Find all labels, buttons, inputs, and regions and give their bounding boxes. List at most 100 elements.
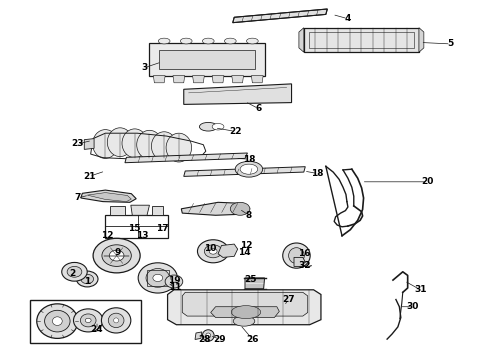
Text: 9: 9: [114, 248, 121, 257]
Ellipse shape: [146, 269, 170, 287]
Text: 20: 20: [421, 177, 434, 186]
Polygon shape: [299, 28, 304, 52]
Ellipse shape: [235, 161, 263, 177]
Polygon shape: [193, 76, 204, 83]
Ellipse shape: [283, 243, 310, 268]
Ellipse shape: [202, 330, 214, 341]
Text: 7: 7: [74, 194, 81, 202]
Polygon shape: [173, 76, 185, 83]
Text: 23: 23: [71, 139, 84, 148]
Text: 19: 19: [168, 276, 180, 284]
Polygon shape: [419, 28, 424, 52]
Ellipse shape: [109, 250, 124, 261]
Polygon shape: [245, 278, 265, 289]
Polygon shape: [153, 76, 165, 83]
Ellipse shape: [114, 318, 119, 323]
Polygon shape: [168, 290, 321, 325]
Ellipse shape: [151, 132, 177, 161]
Text: 31: 31: [414, 285, 427, 294]
Bar: [149, 43, 265, 76]
Bar: [30, 300, 141, 343]
Text: 8: 8: [246, 211, 252, 220]
Ellipse shape: [74, 309, 103, 332]
Ellipse shape: [246, 38, 258, 44]
Text: 12: 12: [100, 231, 113, 240]
Ellipse shape: [85, 318, 91, 323]
Ellipse shape: [93, 238, 140, 273]
Ellipse shape: [153, 274, 163, 282]
Polygon shape: [232, 76, 244, 83]
Ellipse shape: [93, 130, 118, 158]
Ellipse shape: [101, 308, 131, 333]
Text: 2: 2: [70, 269, 75, 278]
Bar: [105, 215, 168, 238]
Text: 26: 26: [246, 335, 259, 343]
Bar: [304, 28, 419, 52]
Ellipse shape: [122, 129, 147, 158]
Text: 17: 17: [156, 224, 169, 233]
Text: 29: 29: [213, 335, 226, 343]
Ellipse shape: [52, 317, 62, 325]
Polygon shape: [182, 292, 308, 316]
Ellipse shape: [138, 263, 177, 293]
Ellipse shape: [45, 310, 70, 332]
Polygon shape: [110, 206, 125, 215]
Polygon shape: [212, 76, 224, 83]
Ellipse shape: [76, 271, 98, 287]
Bar: [147, 270, 169, 286]
Text: 4: 4: [344, 14, 351, 23]
Polygon shape: [233, 9, 327, 23]
Text: 22: 22: [229, 127, 242, 136]
Ellipse shape: [102, 245, 131, 266]
Text: 25: 25: [245, 274, 257, 284]
Ellipse shape: [209, 248, 217, 254]
Polygon shape: [211, 307, 279, 318]
Ellipse shape: [231, 306, 261, 319]
Text: 27: 27: [282, 295, 294, 304]
Text: 15: 15: [128, 224, 141, 233]
Text: 1: 1: [84, 277, 90, 286]
Text: 24: 24: [91, 325, 103, 334]
Ellipse shape: [137, 130, 162, 159]
Ellipse shape: [37, 304, 78, 338]
Bar: [304, 28, 419, 52]
Bar: [159, 50, 255, 69]
Text: 6: 6: [256, 104, 262, 113]
Text: 13: 13: [136, 231, 148, 240]
Ellipse shape: [289, 248, 304, 264]
Ellipse shape: [67, 266, 82, 277]
Ellipse shape: [166, 133, 192, 162]
Text: 32: 32: [298, 261, 311, 270]
Ellipse shape: [233, 316, 255, 326]
Ellipse shape: [81, 274, 94, 284]
Text: 16: 16: [298, 249, 311, 258]
Polygon shape: [195, 332, 202, 339]
Text: 12: 12: [240, 241, 252, 250]
Ellipse shape: [204, 245, 222, 258]
Ellipse shape: [240, 164, 258, 174]
Text: 18: 18: [243, 154, 255, 163]
Ellipse shape: [158, 38, 170, 44]
Ellipse shape: [165, 275, 183, 288]
Ellipse shape: [107, 128, 133, 157]
Ellipse shape: [199, 122, 217, 131]
Text: 10: 10: [203, 244, 216, 253]
Ellipse shape: [202, 38, 214, 44]
Text: 3: 3: [142, 63, 147, 72]
Text: 5: 5: [448, 40, 454, 49]
Ellipse shape: [108, 313, 124, 328]
Polygon shape: [125, 153, 247, 163]
Text: 11: 11: [169, 284, 182, 292]
Polygon shape: [152, 206, 163, 215]
Text: 30: 30: [406, 302, 419, 311]
Ellipse shape: [224, 38, 236, 44]
Polygon shape: [184, 84, 292, 104]
Ellipse shape: [212, 123, 224, 130]
Ellipse shape: [80, 314, 96, 327]
Text: 18: 18: [311, 169, 324, 178]
Ellipse shape: [206, 333, 211, 338]
Text: 21: 21: [83, 172, 96, 181]
Polygon shape: [81, 190, 136, 202]
Polygon shape: [251, 76, 263, 83]
Polygon shape: [184, 167, 305, 176]
